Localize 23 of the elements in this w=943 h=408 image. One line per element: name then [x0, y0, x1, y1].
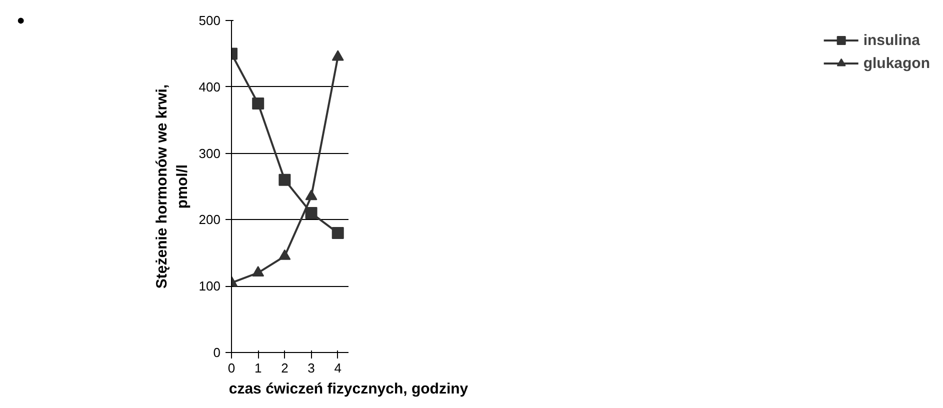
x-tick-label: 4 — [334, 360, 342, 376]
x-tick-label: 2 — [281, 360, 288, 376]
y-tick-label: 500 — [198, 13, 221, 28]
point — [332, 226, 344, 239]
legend-label: insulina — [863, 32, 920, 48]
x-axis-title: czas ćwiczeń fizycznych, godziny — [228, 380, 469, 398]
x-tick-label: 1 — [254, 360, 262, 376]
point — [278, 249, 291, 260]
y-tick-label: 300 — [198, 146, 221, 161]
point — [305, 207, 318, 220]
text: • — [17, 7, 25, 35]
y-tick-label: 200 — [198, 212, 221, 228]
point — [252, 98, 264, 110]
point — [305, 190, 318, 200]
y-tick-label: 400 — [198, 79, 221, 94]
legend-label: glukagon — [863, 54, 930, 72]
x-tick-label: 3 — [308, 360, 315, 376]
point — [278, 174, 291, 186]
x-tick-label: 0 — [228, 360, 236, 376]
y-axis-title: Stężenie hormonów we krwi, pmol/l — [153, 84, 191, 289]
y-tick-label: 100 — [198, 278, 221, 294]
y-tick-label: 0 — [213, 345, 221, 360]
point — [252, 266, 264, 276]
